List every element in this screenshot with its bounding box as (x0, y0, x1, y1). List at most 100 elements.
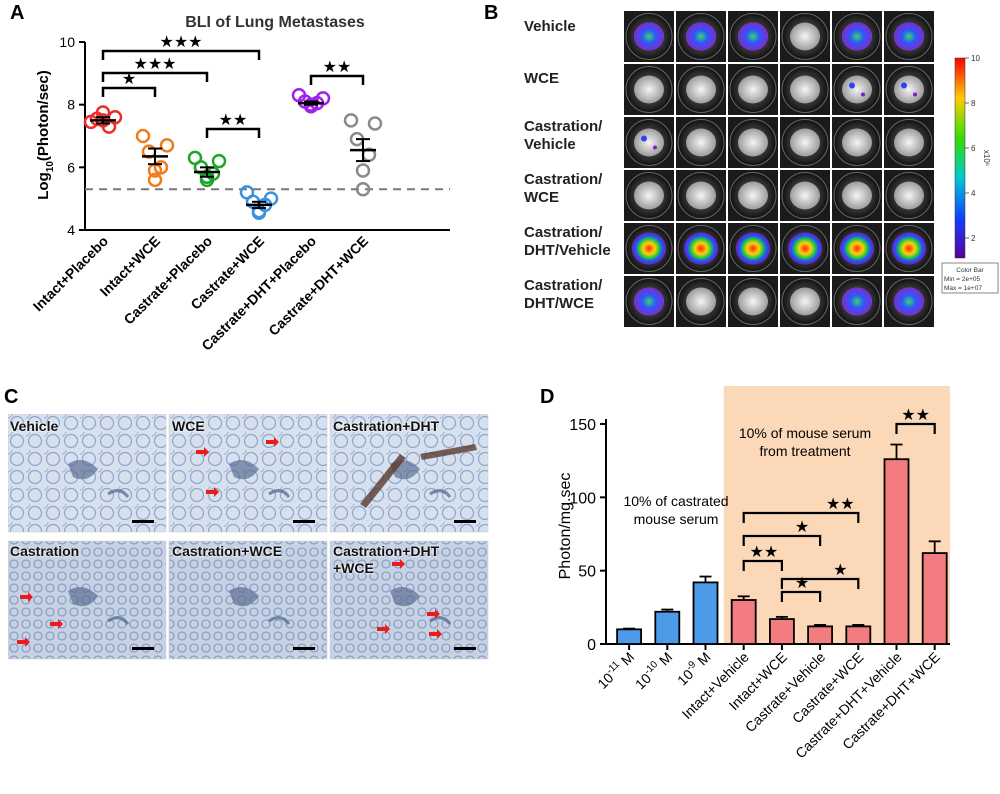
b-bli-signal-medium (634, 287, 664, 316)
annotation-castrated-line1: 10% of castrated (623, 493, 728, 509)
c-airway (429, 616, 452, 625)
d-significance-stars: ★★ (901, 407, 930, 424)
b-row-label-line: Castration/ (524, 171, 603, 188)
d-bar (692, 581, 719, 645)
a-data-point (147, 172, 163, 188)
c-red-arrow (17, 637, 30, 647)
d-significance-bracket (895, 422, 936, 434)
a-significance-stars: ★ (122, 71, 136, 88)
colorbar-unit-label: x10⁶ (982, 150, 991, 166)
c-scale-bar (293, 520, 315, 523)
annotation-castrated-line2: mouse serum (634, 511, 719, 527)
b-lung-tissue (790, 128, 820, 157)
a-significance-bracket (101, 49, 261, 60)
a-significance-bracket (205, 127, 261, 138)
b-lung-tissue (634, 75, 664, 104)
d-significance-stars: ★ (795, 575, 809, 592)
annotation-treatment-line1: 10% of mouse serum (739, 425, 871, 441)
d-bar (654, 610, 681, 645)
b-lung-tissue (790, 75, 820, 104)
d-bar (921, 552, 948, 645)
d-significance-stars: ★ (795, 519, 809, 536)
c-airway (268, 616, 291, 625)
b-lung-tissue (738, 181, 768, 210)
c-histology-panel (8, 540, 167, 660)
c-vessel-dark (420, 444, 477, 460)
c-vessel (229, 587, 259, 607)
d-bar (845, 625, 872, 645)
c-red-arrow (377, 624, 390, 634)
d-y-tick-label: 100 (569, 490, 596, 507)
c-airway (429, 489, 452, 498)
a-significance-bracket (101, 86, 157, 97)
colorbar (954, 57, 966, 259)
b-row-label-line: Castration/ (524, 224, 603, 241)
c-panel-label: +WCE (333, 560, 374, 576)
b-bli-signal-medium (894, 22, 924, 51)
d-y-tick-label: 0 (587, 637, 596, 654)
d-bar (807, 625, 834, 645)
b-row-label-line: DHT/WCE (524, 295, 594, 312)
b-lung-tissue (686, 287, 716, 316)
colorbar-info-min: Min = 2e+05 (944, 276, 981, 283)
c-vessel (229, 460, 259, 480)
c-red-arrow (50, 619, 63, 629)
c-scale-bar (132, 520, 154, 523)
b-lung-tissue (842, 128, 872, 157)
d-bar (730, 599, 757, 645)
a-data-point (135, 128, 151, 144)
panel-a-y-axis-label: Log10(Photon/sec) (35, 70, 56, 199)
b-lung-tissue (842, 181, 872, 210)
b-lung-tissue (790, 287, 820, 316)
colorbar-info-box (941, 262, 999, 294)
c-red-arrow (20, 592, 33, 602)
c-scale-bar (293, 647, 315, 650)
a-significance-stars: ★★★ (159, 34, 202, 51)
b-lung-tissue (738, 75, 768, 104)
a-data-point (343, 113, 359, 128)
c-panel-label: WCE (172, 418, 205, 434)
c-histology-panel (329, 414, 489, 533)
b-row-label-line: Vehicle (524, 18, 576, 35)
b-bli-signal-spot (641, 135, 647, 142)
d-bar (616, 628, 642, 645)
d-y-tick-label: 150 (569, 417, 596, 434)
panel-b-bli-image-grid: 10 8 6 4 2 x10⁶ Color Bar Min = 2e+05 Max = … (624, 11, 999, 327)
b-lung-tissue (790, 181, 820, 210)
b-row-label-line: DHT/Vehicle (524, 242, 611, 259)
b-lung-tissue (738, 287, 768, 316)
c-panel-label: Castration (10, 543, 80, 559)
a-significance-bracket (309, 74, 365, 85)
b-lung-tissue (842, 75, 872, 104)
a-y-tick-label: 10 (59, 34, 75, 50)
a-data-point (367, 116, 383, 131)
a-y-tick-label: 8 (67, 97, 75, 113)
b-row-label: Vehicle (524, 18, 576, 36)
c-vessel (68, 460, 98, 480)
a-data-point (159, 138, 175, 153)
a-significance-stars: ★★ (219, 112, 248, 129)
c-airway (268, 489, 291, 498)
c-panel-label: Vehicle (10, 418, 59, 434)
b-bli-signal-high (632, 232, 666, 265)
c-scale-bar (454, 647, 476, 650)
colorbar-tick-label: 10 (971, 54, 980, 63)
b-bli-signal-spot (653, 145, 657, 150)
panel-letter-d: D (540, 386, 555, 408)
b-bli-signal-medium (842, 22, 872, 51)
b-row-label-line: Castration/ (524, 118, 603, 135)
b-row-label-line: WCE (524, 189, 559, 206)
b-lung-tissue (790, 22, 820, 51)
b-bli-signal-medium (842, 287, 872, 316)
c-scale-bar (132, 647, 154, 650)
c-panel-label: Castration+DHT (333, 543, 440, 559)
d-significance-bracket (742, 511, 860, 523)
a-data-point (355, 163, 371, 178)
c-vessel-dark (360, 454, 406, 508)
a-data-point (211, 153, 227, 169)
d-significance-bracket (742, 559, 783, 571)
c-panel-label: Castration+DHT (333, 418, 440, 434)
a-x-tick-label: Castrate+DHT+WCE (265, 233, 371, 339)
b-row-label: WCE (524, 70, 559, 88)
